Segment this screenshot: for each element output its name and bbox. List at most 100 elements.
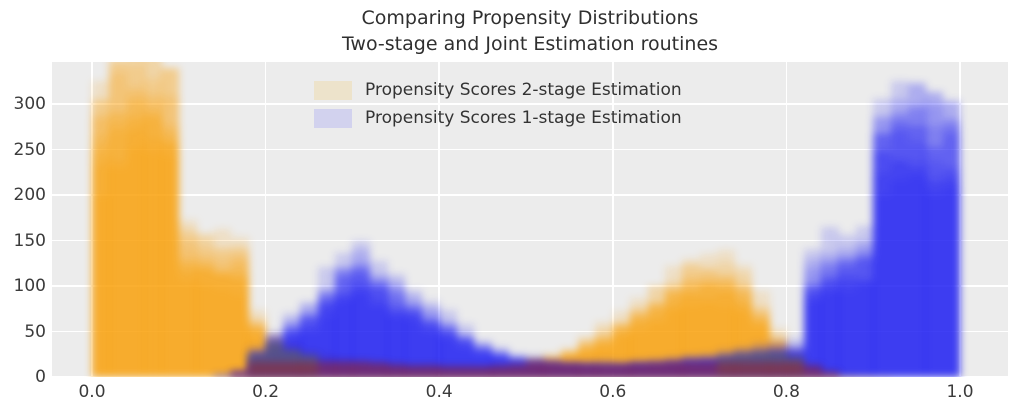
overlap-strip-maroon <box>699 362 718 377</box>
histogram-bar-2stage <box>664 290 683 377</box>
histogram-bar-1stage <box>873 132 892 377</box>
histogram-bar-1stage <box>821 277 839 377</box>
histogram-bar-1stage <box>942 118 961 377</box>
overlap-strip-maroon <box>317 362 336 377</box>
histogram-bar-2stage <box>630 318 649 377</box>
histogram-bar-1stage <box>855 255 874 377</box>
histogram-bar-2stage <box>178 262 197 377</box>
histogram-bar-1stage <box>803 259 822 377</box>
histogram-bar-1stage <box>925 184 944 377</box>
y-tick-label: 50 <box>24 321 46 342</box>
histogram-bar-2stage <box>178 227 197 377</box>
histogram-bar-1stage <box>387 302 405 377</box>
histogram-bar-2stage <box>664 290 683 377</box>
overlap-strip-maroon <box>769 362 787 377</box>
histogram-bar-1stage <box>925 125 944 377</box>
histogram-bar-1stage <box>317 296 336 377</box>
histogram-bar-2stage <box>144 79 162 377</box>
gridline-vertical <box>959 62 961 377</box>
histogram-bar-2stage <box>630 313 649 377</box>
histogram-bar-2stage <box>630 318 649 377</box>
histogram-bar-1stage <box>942 187 961 377</box>
histogram-bar-1stage <box>821 227 839 377</box>
histogram-bar-1stage <box>421 330 440 377</box>
overlap-strip-maroon <box>352 362 371 377</box>
legend-item-2stage: Propensity Scores 2-stage Estimation <box>314 76 682 104</box>
histogram-bar-1stage <box>942 101 961 377</box>
histogram-bar-2stage <box>109 168 128 377</box>
x-tick-label: 0.8 <box>772 382 800 402</box>
histogram-bar-2stage <box>734 308 753 377</box>
histogram-bar-2stage <box>873 376 892 377</box>
histogram-bar-2stage <box>230 276 249 377</box>
histogram-bar-1stage <box>352 261 371 377</box>
histogram-bar-2stage <box>855 375 874 377</box>
histogram-bar-2stage <box>751 316 770 377</box>
histogram-bar-1stage <box>838 282 857 377</box>
gridline-vertical <box>785 62 788 377</box>
histogram-bar-2stage <box>647 305 666 377</box>
histogram-bar-2stage <box>109 124 128 377</box>
histogram-bar-2stage <box>161 143 180 377</box>
histogram-bar-1stage <box>942 127 961 377</box>
histogram-bar-2stage <box>838 374 857 377</box>
histogram-bar-1stage <box>838 263 857 377</box>
histogram-bar-2stage <box>213 268 232 377</box>
histogram-bar-1stage <box>890 120 909 377</box>
histogram-bar-1stage <box>317 266 336 377</box>
histogram-bar-1stage <box>439 329 458 377</box>
histogram-bar-2stage <box>838 373 857 377</box>
histogram-bar-1stage <box>456 324 475 377</box>
histogram-bar-1stage <box>803 292 822 377</box>
histogram-bar-2stage <box>873 375 892 377</box>
histogram-bar-1stage <box>387 306 405 377</box>
histogram-bar-2stage <box>647 285 666 377</box>
histogram-bar-1stage <box>456 335 475 377</box>
histogram-bar-2stage <box>612 322 631 377</box>
histogram-bar-2stage <box>196 260 215 377</box>
histogram-bar-1stage <box>803 297 822 377</box>
overlap-strip-maroon <box>387 365 405 377</box>
histogram-bar-1stage <box>925 147 944 377</box>
histogram-bar-1stage <box>387 315 405 377</box>
histogram-bar-2stage <box>196 270 215 377</box>
histogram-bar-1stage <box>925 92 944 377</box>
histogram-bar-1stage <box>369 302 388 377</box>
histogram-bar-1stage <box>213 375 232 377</box>
histogram-bar-2stage <box>647 322 666 377</box>
histogram-bar-1stage <box>335 275 353 377</box>
histogram-bar-2stage <box>716 292 735 377</box>
histogram-bar-2stage <box>612 325 631 377</box>
histogram-bar-1stage <box>335 267 353 377</box>
histogram-bar-2stage <box>873 376 892 377</box>
histogram-bar-1stage <box>317 302 336 377</box>
histogram-bar-2stage <box>161 130 180 377</box>
gridline-horizontal <box>52 103 1008 105</box>
gridline-vertical <box>264 62 267 377</box>
histogram-bar-2stage <box>213 272 232 377</box>
histogram-bar-2stage <box>664 265 683 377</box>
overlap-strip-maroon <box>404 366 423 377</box>
histogram-bar-2stage <box>144 152 162 377</box>
y-tick-label: 150 <box>13 230 46 251</box>
overlap-strip-maroon <box>630 364 649 377</box>
histogram-bar-1stage <box>803 268 822 377</box>
histogram-bar-1stage <box>387 288 405 377</box>
histogram-bar-2stage <box>126 64 145 377</box>
histogram-bar-1stage <box>873 132 892 377</box>
histogram-bar-1stage <box>873 174 892 377</box>
histogram-bar-2stage <box>161 124 180 377</box>
histogram-bar-2stage <box>855 374 874 377</box>
histogram-bar-1stage <box>439 320 458 377</box>
histogram-bar-2stage <box>161 96 180 377</box>
histogram-bar-1stage <box>213 375 232 377</box>
histogram-bar-1stage <box>404 304 423 377</box>
histogram-bar-2stage <box>230 259 249 377</box>
histogram-bar-1stage <box>855 279 874 377</box>
histogram-bar-2stage <box>612 321 631 377</box>
gridline-horizontal <box>52 330 1008 333</box>
histogram-bar-1stage <box>369 285 388 377</box>
histogram-bar-1stage <box>439 310 458 377</box>
histogram-bar-1stage <box>404 314 423 377</box>
histogram-bar-1stage <box>890 132 909 377</box>
